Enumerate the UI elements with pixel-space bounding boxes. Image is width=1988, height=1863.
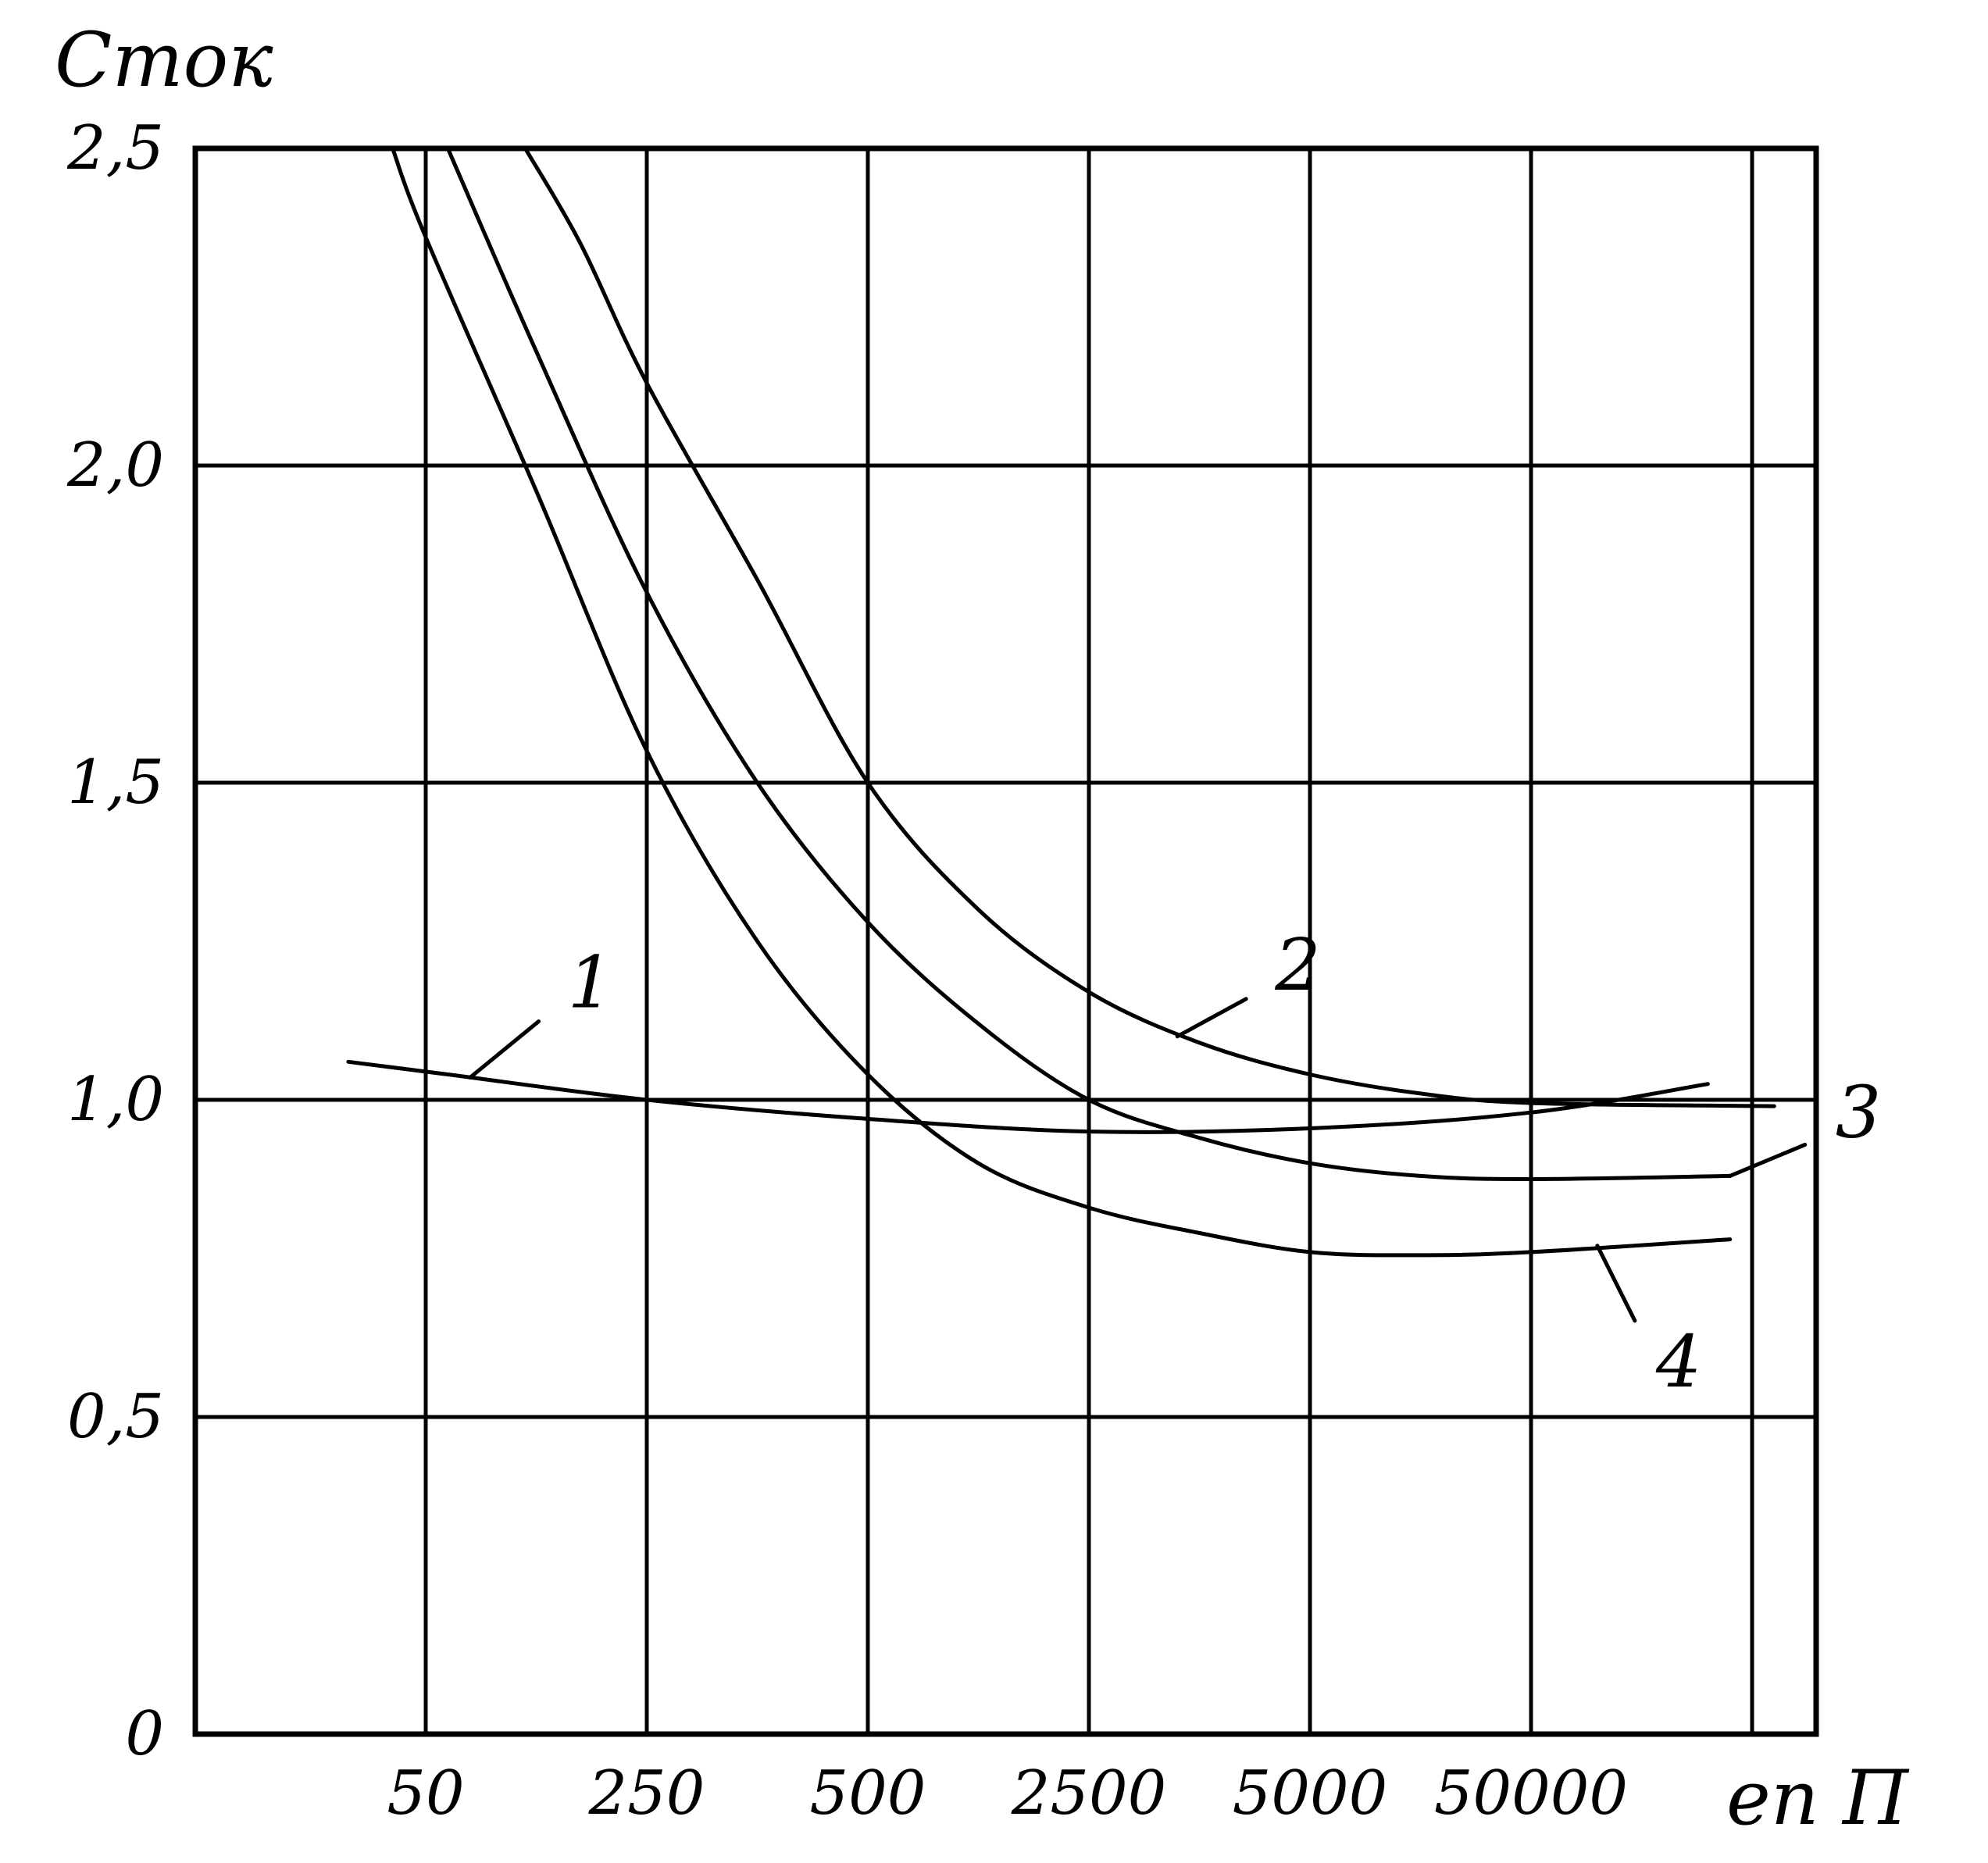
x-tick-label: 50 (387, 1758, 464, 1829)
plot-frame (192, 145, 1819, 1737)
series-label: 4 (1655, 1320, 1702, 1404)
series-label: 3 (1836, 1070, 1882, 1154)
x-tick-label: 250 (588, 1758, 705, 1829)
label-layer: 50 250 500 2500 5000 50000 0 0,5 1,0 1,5 2,0 2,5 1 2 3… (66, 113, 1881, 1829)
x-tick-label: 2500 (1011, 1758, 1167, 1829)
series-label: 2 (1274, 923, 1321, 1007)
series-label: 1 (568, 941, 614, 1025)
series-line (391, 146, 1733, 1258)
series-leader-line (1728, 1142, 1808, 1178)
curve-layer (346, 146, 1808, 1323)
series-leader-line (1175, 997, 1248, 1039)
series-line (445, 146, 1733, 1181)
series-line (346, 1059, 1710, 1134)
y-axis-title: Сток (55, 16, 273, 104)
y-tick-label: 1,0 (67, 1065, 164, 1135)
x-tick-label: 50000 (1434, 1758, 1628, 1829)
x-tick-label: 500 (810, 1758, 926, 1829)
y-tick-label: 0 (125, 1699, 164, 1769)
y-tick-label: 2,0 (66, 430, 164, 501)
x-tick-label: 5000 (1233, 1758, 1388, 1829)
grid-layer (192, 145, 1819, 1737)
series-line (523, 146, 1776, 1108)
series-leader-line (1595, 1244, 1637, 1323)
y-tick-label: 1,5 (67, 748, 164, 818)
y-tick-label: 2,5 (66, 113, 164, 184)
y-tick-label: 0,5 (67, 1382, 164, 1452)
series-leader-line (468, 1019, 541, 1080)
x-axis-title: еn П (1726, 1754, 1910, 1842)
